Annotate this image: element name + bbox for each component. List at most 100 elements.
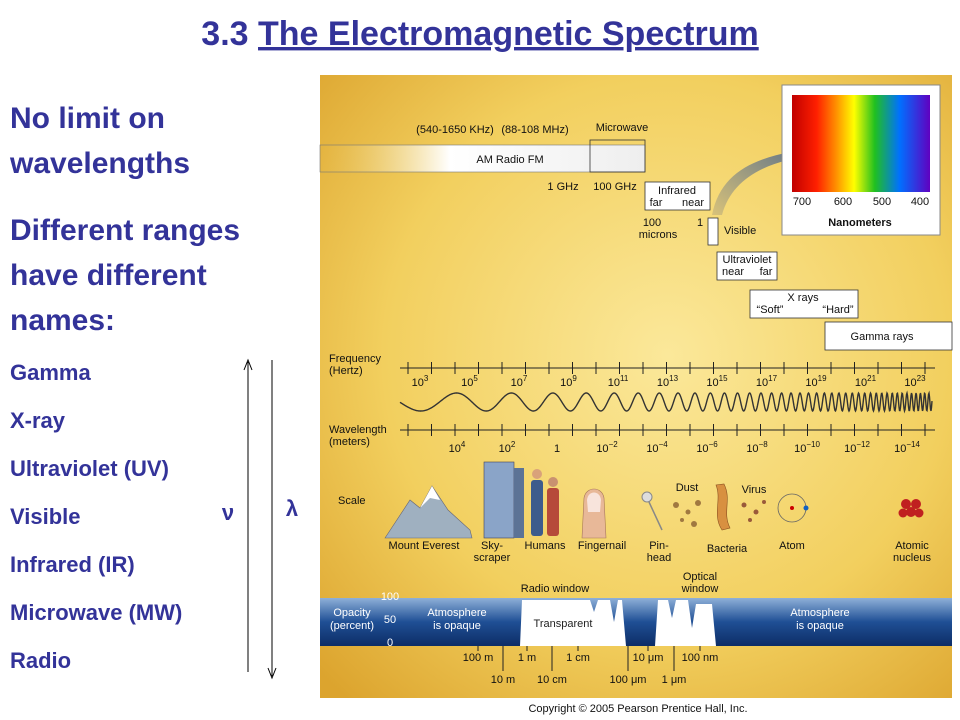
bullet-line: wavelengths: [9, 147, 190, 180]
tick-base: 1: [554, 443, 560, 455]
opacity-tick: 0: [387, 637, 393, 649]
band-label: far: [650, 197, 663, 209]
arrow-head: [243, 358, 253, 371]
window-wavelength: 100 μm: [610, 674, 647, 686]
object-label: scraper: [474, 552, 511, 564]
tick-exponent: −10: [806, 440, 820, 449]
space: [249, 15, 258, 53]
tick-exponent: 9: [572, 374, 577, 383]
infrared-box: [644, 181, 711, 211]
human: [531, 480, 543, 536]
band-label: far: [760, 266, 773, 278]
nu-symbol: ν: [222, 500, 234, 525]
frequency-tick: 105: [461, 374, 478, 389]
pin: [648, 501, 663, 531]
tick-exponent: 13: [669, 374, 678, 383]
tick-base: 10: [756, 377, 768, 389]
wavelength-tick: 10−4: [646, 440, 668, 455]
tick-base: 10: [855, 377, 867, 389]
transparent-label: Transparent: [534, 618, 593, 630]
range-name: Microwave (MW): [10, 600, 182, 625]
frequency-tick: 1021: [855, 374, 877, 389]
slide-title: 3.3 The Electromagnetic Spectrum: [201, 15, 758, 53]
tick-exponent: 17: [768, 374, 777, 383]
tick-exponent: 19: [818, 374, 827, 383]
object-label: Atom: [779, 540, 805, 552]
opacity-tick: 50: [384, 614, 396, 626]
band-label: 1 GHz: [547, 181, 578, 193]
window-wavelength: 1 cm: [566, 652, 590, 664]
frequency-tick: 1017: [756, 374, 778, 389]
bullet-line: names:: [10, 304, 115, 337]
band-label: microns: [639, 229, 678, 241]
tick-exponent: −6: [709, 440, 719, 449]
wavelength-tick: 10−14: [894, 440, 920, 455]
xray-box: [749, 289, 859, 319]
nm-tick: 500: [873, 196, 891, 208]
wavelength-tick: 10−6: [696, 440, 718, 455]
window-label: window: [681, 583, 719, 595]
tick-exponent: −14: [906, 440, 920, 449]
axis-label: (meters): [329, 436, 370, 448]
wavelength-tick: 1: [554, 443, 560, 455]
virus: [741, 500, 766, 522]
tick-base: 10: [608, 377, 620, 389]
object-label: Dust: [676, 482, 699, 494]
window-wavelength: 1 μm: [662, 674, 687, 686]
lambda-symbol: λ: [286, 496, 298, 521]
opaque-label: is opaque: [433, 620, 481, 632]
opacity-label: (percent): [330, 620, 374, 632]
uv-box: [716, 251, 778, 281]
tick-exponent: −2: [609, 440, 619, 449]
visible-box: [707, 217, 719, 246]
tick-base: 10: [706, 377, 718, 389]
window-wavelength: 100 m: [463, 652, 494, 664]
optical-window: [655, 600, 716, 646]
arrow-head: [267, 667, 277, 680]
tick-base: 10: [560, 377, 572, 389]
range-name: Infrared (IR): [10, 552, 135, 577]
band-label: “Hard”: [822, 304, 854, 316]
tick-base: 10: [461, 377, 473, 389]
tick-exponent: −12: [856, 440, 870, 449]
tick-exponent: 23: [917, 374, 926, 383]
axis-label: (Hertz): [329, 365, 363, 377]
tick-base: 10: [657, 377, 669, 389]
range-name: Gamma: [10, 360, 91, 385]
tick-base: 10: [511, 377, 523, 389]
radio-band: [319, 144, 646, 173]
nm-tick: 600: [834, 196, 852, 208]
title-text: The Electromagnetic Spectrum: [258, 15, 759, 53]
window-label: Radio window: [521, 583, 590, 595]
wave: [399, 390, 933, 414]
wavelength-tick: 10−12: [844, 440, 870, 455]
object-label: Atomic: [895, 540, 929, 552]
wavelength-tick: 10−8: [746, 440, 768, 455]
tick-exponent: 3: [424, 374, 429, 383]
skyscraper-side: [514, 468, 524, 538]
tick-base: 10: [794, 443, 806, 455]
tick-exponent: 4: [461, 440, 466, 449]
human: [532, 469, 542, 479]
object-label: Bacteria: [707, 543, 748, 555]
bacteria: [715, 483, 731, 531]
range-name: X-ray: [10, 408, 66, 433]
band-label: Ultraviolet: [723, 254, 772, 266]
band-label: 100: [643, 217, 661, 229]
band-label: (88-108 MHz): [501, 124, 568, 136]
nm-unit: Nanometers: [828, 217, 892, 229]
wavelength-tick: 10−2: [596, 440, 618, 455]
object-label: Pin-: [649, 540, 669, 552]
band-label: near: [682, 197, 704, 209]
window-wavelength: 10 m: [491, 674, 515, 686]
frequency-tick: 1011: [608, 374, 629, 389]
visible-spectrum: [792, 95, 930, 192]
wavelength-tick: 104: [449, 440, 466, 455]
window-label: Optical: [683, 571, 717, 583]
tick-base: 10: [746, 443, 758, 455]
nm-tick: 700: [793, 196, 811, 208]
object-label: nucleus: [893, 552, 931, 564]
window-wavelength: 10 cm: [537, 674, 567, 686]
band-label: “Soft”: [757, 304, 784, 316]
